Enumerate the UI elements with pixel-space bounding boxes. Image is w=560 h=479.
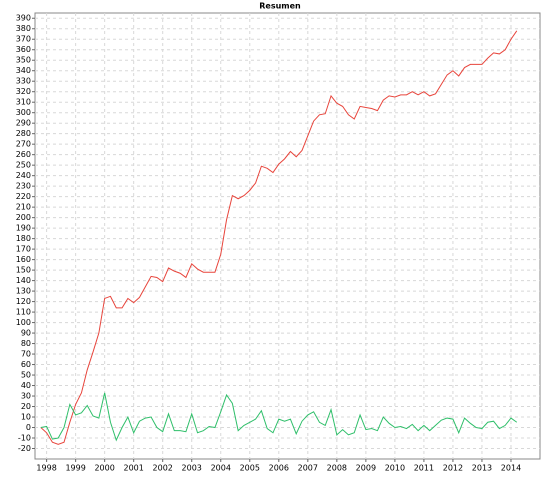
y-tick-label: 310 [16,98,31,107]
y-tick-label: 270 [16,140,31,149]
y-tick-label: 340 [16,66,31,75]
y-tick-label: 70 [21,350,31,359]
x-tick-label: 2014 [501,464,521,473]
x-tick-label: 2013 [472,464,492,473]
y-tick-label: 300 [16,108,31,117]
y-tick-label: 140 [16,276,31,285]
y-tick-label: 90 [21,329,31,338]
y-tick-label: 380 [16,24,31,33]
y-tick-label: 220 [16,192,31,201]
x-tick-label: 2002 [153,464,173,473]
y-tick-label: 360 [16,45,31,54]
y-tick-label: 10 [21,413,31,422]
x-tick-label: 2011 [414,464,434,473]
y-tick-label: 200 [16,213,31,222]
y-tick-label: 230 [16,182,31,191]
y-tick-label: 30 [21,392,31,401]
y-tick-label: 210 [16,203,31,212]
x-tick-label: 2009 [356,464,376,473]
x-tick-label: 2008 [327,464,347,473]
x-tick-label: 2000 [94,464,114,473]
x-tick-label: 1998 [36,464,56,473]
y-tick-label: 80 [21,339,31,348]
chart-title: Resumen [259,2,301,11]
y-tick-label: 190 [16,224,31,233]
y-tick-label: 0 [26,423,31,432]
x-tick-label: 2001 [123,464,143,473]
y-tick-label: 150 [16,266,31,275]
y-tick-label: 250 [16,161,31,170]
series-line [40,30,518,445]
y-tick-label: 100 [16,318,31,327]
y-tick-label: 120 [16,297,31,306]
y-tick-label: 370 [16,35,31,44]
y-tick-label: 320 [16,87,31,96]
y-tick-label: 130 [16,287,31,296]
y-tick-label: 170 [16,245,31,254]
y-tick-label: -20 [18,444,31,453]
y-tick-label: 60 [21,360,31,369]
y-tick-label: 50 [21,371,31,380]
y-tick-label: 280 [16,129,31,138]
y-tick-label: 350 [16,56,31,65]
series-line [40,392,518,442]
y-tick-label: 390 [16,14,31,23]
y-tick-label: -10 [18,434,31,443]
x-tick-label: 1999 [65,464,85,473]
x-tick-label: 2010 [385,464,405,473]
x-tick-label: 2007 [298,464,318,473]
plot-area [34,12,541,460]
y-tick-label: 260 [16,150,31,159]
y-tick-label: 240 [16,171,31,180]
x-tick-label: 2006 [269,464,289,473]
y-tick-label: 330 [16,77,31,86]
x-tick-label: 2004 [211,464,231,473]
y-tick-label: 180 [16,234,31,243]
y-tick-label: 40 [21,381,31,390]
x-tick-label: 2003 [182,464,202,473]
y-tick-label: 290 [16,119,31,128]
x-tick-label: 2012 [443,464,463,473]
y-tick-label: 160 [16,255,31,264]
y-tick-label: 20 [21,402,31,411]
y-tick-label: 110 [16,308,31,317]
x-tick-label: 2005 [240,464,260,473]
